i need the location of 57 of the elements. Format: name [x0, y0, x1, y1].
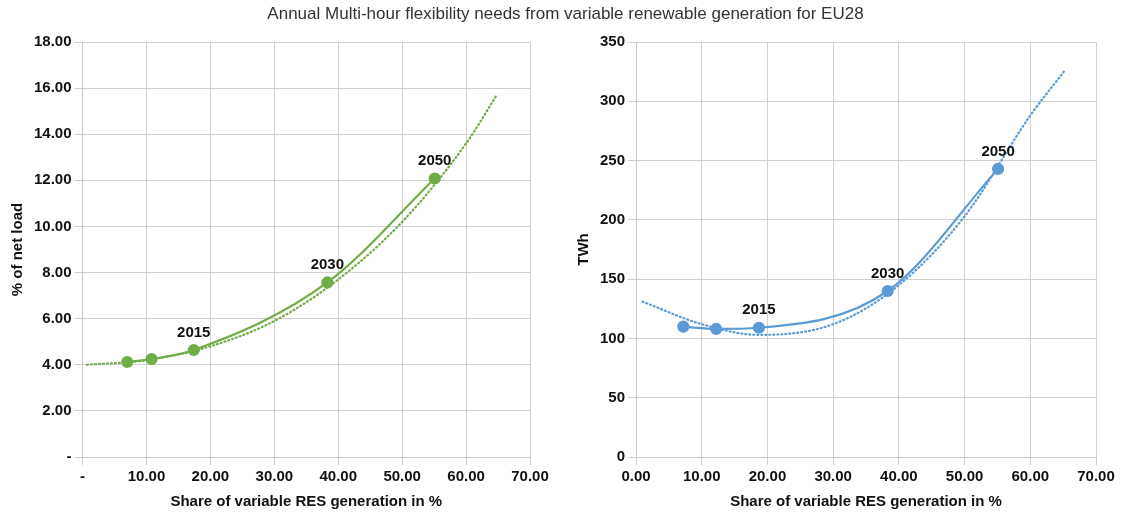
- y-tick-label: 50: [608, 387, 626, 405]
- y-tick-label: 14.00: [33, 124, 72, 142]
- x-tick-label: 20.00: [191, 467, 230, 485]
- x-axis-title: Share of variable RES generation in %: [730, 492, 1002, 510]
- point: [710, 322, 723, 336]
- annotation: 2050: [981, 141, 1015, 159]
- point: [187, 343, 200, 357]
- annotation: 2030: [871, 263, 905, 281]
- y-tick-label: 250: [600, 150, 626, 168]
- y-tick-label: 6.00: [42, 308, 72, 326]
- x-tick-label: 60.00: [1011, 467, 1050, 485]
- y-axis-title: % of net load: [8, 202, 26, 297]
- x-tick-label: 0.00: [621, 467, 651, 485]
- x-tick-label: 30.00: [255, 467, 294, 485]
- y-tick-label: 10.00: [33, 216, 72, 234]
- point: [321, 276, 334, 289]
- annotation: 2030: [310, 255, 345, 273]
- point: [991, 162, 1005, 175]
- x-tick-label: 60.00: [447, 467, 485, 485]
- y-tick-label: -: [66, 447, 72, 465]
- x-tick-label: 50.00: [945, 467, 984, 485]
- y-tick-label: 18.00: [33, 32, 72, 50]
- y-axis-title: TWh: [574, 233, 592, 266]
- x-tick-label: 10.00: [127, 467, 166, 485]
- point: [428, 172, 441, 185]
- annotation: 2050: [418, 151, 452, 169]
- annotation: 2015: [177, 322, 211, 340]
- point: [752, 321, 766, 334]
- y-tick-label: 300: [600, 91, 626, 109]
- y-tick-label: 8.00: [42, 262, 72, 280]
- point: [677, 320, 690, 333]
- x-tick-label: 40.00: [319, 467, 357, 485]
- x-tick-label: 30.00: [814, 467, 852, 485]
- x-tick-label: 40.00: [880, 467, 918, 485]
- x-tick-label: 70.00: [511, 467, 549, 485]
- x-tick-label: 70.00: [1077, 467, 1115, 485]
- y-tick-label: 350: [600, 32, 626, 50]
- x-tick-label: -: [80, 467, 86, 485]
- point: [881, 284, 894, 298]
- y-tick-label: 12.00: [33, 170, 72, 188]
- y-tick-label: 0: [616, 447, 626, 465]
- text: Annual Multi-hour flexibility needs from variable renewable generation for EU28: [266, 4, 865, 24]
- y-tick-label: 200: [600, 210, 626, 227]
- line-series: [641, 70, 1065, 336]
- point: [145, 352, 158, 366]
- x-tick-label: 50.00: [383, 467, 421, 485]
- y-tick-label: 2.00: [42, 401, 72, 419]
- line-series: [85, 93, 498, 366]
- point: [121, 355, 134, 369]
- y-tick-label: 100: [600, 328, 626, 346]
- y-tick-label: 16.00: [33, 78, 72, 96]
- x-tick-label: 20.00: [748, 467, 787, 485]
- y-tick-label: 150: [600, 269, 626, 287]
- annotation: 2015: [742, 300, 776, 318]
- y-tick-label: 4.00: [42, 354, 72, 372]
- x-tick-label: 10.00: [682, 467, 721, 485]
- x-axis-title: Share of variable RES generation in %: [170, 492, 443, 510]
